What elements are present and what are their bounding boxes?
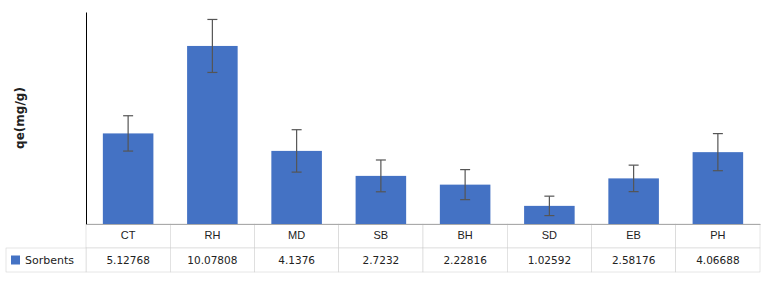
data-label: 1.02592 (528, 254, 571, 266)
table-cell (170, 224, 254, 248)
x-tick-label: MD (288, 229, 305, 241)
x-axis: CT RH MD SB BH SD EB PH (87, 225, 761, 241)
table-cell (423, 224, 507, 248)
table-cell (507, 224, 591, 248)
error-bar-line (292, 129, 302, 130)
table-cell (507, 248, 591, 272)
table-cell (592, 224, 676, 248)
error-bar-line (123, 115, 133, 116)
error-bar (207, 19, 217, 72)
x-tick: SB (374, 229, 389, 241)
y-axis-title: qe(mg/g) (13, 87, 27, 149)
error-bar-line (376, 159, 386, 160)
x-tick-label: SB (374, 229, 389, 241)
error-bar (292, 130, 302, 172)
table-cell (339, 224, 423, 248)
error-bar-line (460, 169, 470, 170)
table-cell (676, 248, 760, 272)
table-cell (423, 248, 507, 272)
error-bar (376, 160, 386, 192)
error-bar (123, 116, 133, 151)
y-axis-line (86, 13, 87, 225)
error-bar-line (717, 134, 718, 171)
x-tick: EB (626, 229, 641, 241)
table-cell (86, 224, 170, 248)
error-bar (629, 165, 639, 192)
legend: Sorbents (11, 254, 74, 267)
error-bar-line (207, 72, 217, 73)
data-label: 4.1376 (278, 254, 315, 266)
error-bar (460, 170, 470, 200)
x-tick: PH (710, 229, 725, 241)
table-cell (255, 248, 339, 272)
error-bar-line (380, 160, 381, 192)
x-tick-label: RH (204, 229, 220, 241)
error-bar-line (465, 170, 466, 200)
table-cell (676, 224, 760, 248)
error-bar-line (544, 215, 554, 216)
x-axis-line (87, 224, 761, 225)
error-bar-line (292, 172, 302, 173)
error-bar-line (633, 165, 634, 192)
error-bar-line (629, 191, 639, 192)
x-tick: MD (288, 229, 305, 241)
error-bar-line (549, 196, 550, 215)
error-bar-line (296, 130, 297, 172)
table (6, 224, 760, 272)
bar (187, 46, 238, 224)
data-label: 2.7232 (363, 254, 400, 266)
error-bar-line (713, 133, 723, 134)
error-bar (544, 196, 554, 215)
error-bar (713, 134, 723, 171)
data-labels: 5.12768 10.07808 4.1376 2.7232 2.22816 1.0259… (106, 254, 739, 266)
data-label: 2.58176 (612, 254, 656, 266)
error-bar-line (128, 116, 129, 151)
x-tick: BH (457, 229, 472, 241)
error-bar-line (376, 191, 386, 192)
table-cell (86, 248, 170, 272)
legend-label: Sorbents (25, 254, 74, 267)
x-tick: CT (121, 229, 136, 241)
data-label: 4.06688 (696, 254, 739, 266)
error-bar-line (212, 19, 213, 72)
legend-swatch (11, 256, 20, 265)
x-tick: RH (204, 229, 220, 241)
table-cell (170, 248, 254, 272)
x-tick-label: EB (626, 229, 641, 241)
error-bar-line (544, 196, 554, 197)
table-cell (6, 248, 86, 272)
error-bar-line (713, 170, 723, 171)
data-label: 10.07808 (187, 254, 237, 266)
x-tick: SD (542, 229, 557, 241)
x-tick-label: BH (457, 229, 472, 241)
error-bar-line (629, 165, 639, 166)
data-label: 5.12768 (106, 254, 149, 266)
data-label: 2.22816 (443, 254, 487, 266)
table-cell (339, 248, 423, 272)
x-tick-label: SD (542, 229, 557, 241)
x-tick-label: PH (710, 229, 725, 241)
error-bar-line (460, 199, 470, 200)
plot-area (103, 19, 743, 224)
x-tick-label: CT (121, 229, 136, 241)
table-cell (592, 248, 676, 272)
chart: CT RH MD SB BH SD EB PH 5.12768 10.07808 4.1376 2.7… (0, 0, 769, 294)
error-bar-line (123, 150, 133, 151)
table-cell (255, 224, 339, 248)
error-bar-line (207, 19, 217, 20)
y-axis (86, 13, 87, 225)
